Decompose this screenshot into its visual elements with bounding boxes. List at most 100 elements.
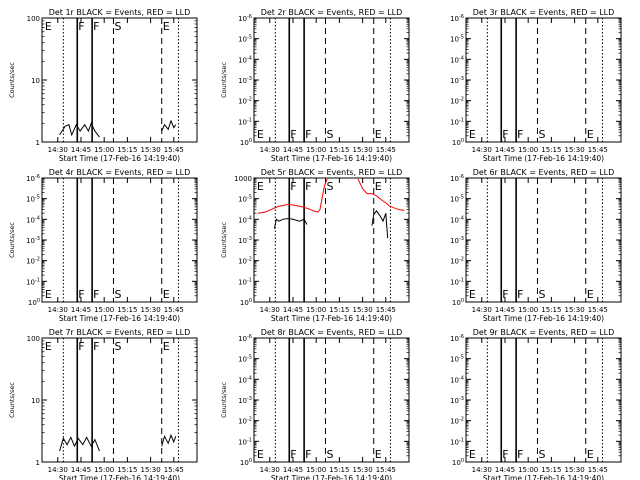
x-tick-label: 15:15 (541, 306, 561, 314)
y-tick-label: 10-4 (450, 375, 464, 384)
panel-det-9: Det 9r BLACK = Events, RED = LLD 100 10-1 1… (450, 328, 622, 480)
plot-frame (253, 17, 410, 143)
panel-title: Det 7r BLACK = Events, RED = LLD (49, 328, 191, 337)
x-tick-label: 15:15 (117, 466, 137, 474)
x-tick-label: 15:30 (352, 306, 372, 314)
y-axis-label: Counts/sec (220, 62, 228, 98)
panel-det-1: Det 1r BLACK = Events, RED = LLD 1 10 100 14… (8, 8, 198, 163)
event-marker-e: E (587, 128, 594, 141)
y-tick-label: 100 (452, 458, 464, 467)
x-tick-label: 14:30 (48, 146, 68, 154)
y-tick-label: 10-1 (450, 277, 464, 286)
event-marker-e: E (45, 20, 52, 33)
event-marker-f: F (502, 448, 508, 461)
y-tick-label: 100 (452, 298, 464, 307)
x-tick-label: 15:30 (564, 306, 584, 314)
x-tick-label: 14:30 (260, 146, 280, 154)
event-marker-e: E (163, 288, 170, 301)
y-tick-label: 10-1 (450, 437, 464, 446)
x-tick-label: 15:00 (518, 466, 538, 474)
event-marker-s: S (326, 448, 333, 461)
event-marker-s: S (538, 288, 545, 301)
x-tick-label: 14:30 (48, 306, 68, 314)
y-tick-label: 1 (36, 459, 40, 467)
series-line-lld (357, 178, 405, 211)
y-tick-label: 10-5 (450, 195, 464, 204)
event-marker-f: F (290, 180, 296, 193)
x-tick-label: 14:45 (71, 306, 91, 314)
event-marker-s: S (538, 128, 545, 141)
event-marker-f: F (93, 340, 99, 353)
panel-det-2: Det 2r BLACK = Events, RED = LLD 100 10-1 1… (220, 8, 410, 163)
y-axis-label: Counts/sec (8, 222, 16, 258)
y-tick-label: 10-4 (238, 55, 252, 64)
x-tick-label: 14:45 (283, 146, 303, 154)
x-axis-label: Start Time (17-Feb-16 14:19:40) (271, 474, 392, 480)
x-axis-label: Start Time (17-Feb-16 14:19:40) (271, 154, 392, 163)
event-marker-f: F (78, 20, 84, 33)
event-marker-e: E (163, 20, 170, 33)
y-tick-label: 10-5 (238, 195, 252, 204)
x-tick-label: 15:15 (117, 146, 137, 154)
y-tick-label: 100 (240, 298, 252, 307)
event-marker-f: F (93, 288, 99, 301)
event-marker-s: S (538, 448, 545, 461)
event-marker-e: E (469, 288, 476, 301)
event-marker-f: F (305, 180, 311, 193)
y-tick-label: 1000 (234, 175, 252, 183)
y-axis-label: Counts/sec (220, 222, 228, 258)
x-tick-label: 15:45 (376, 466, 396, 474)
y-tick-label: 10-3 (26, 236, 40, 245)
y-tick-label: 10-3 (238, 236, 252, 245)
y-tick-label: 10-4 (238, 375, 252, 384)
event-marker-e: E (257, 448, 264, 461)
event-marker-e: E (45, 340, 52, 353)
plot-frame (41, 337, 198, 463)
x-tick-label: 15:00 (518, 306, 538, 314)
series-line-events (59, 436, 100, 452)
y-tick-label: 100 (240, 458, 252, 467)
x-tick-label: 15:00 (306, 306, 326, 314)
x-tick-label: 14:30 (260, 466, 280, 474)
event-marker-e: E (163, 340, 170, 353)
x-axis-label: Start Time (17-Feb-16 14:19:40) (271, 314, 392, 323)
panel-title: Det 1r BLACK = Events, RED = LLD (49, 8, 191, 17)
x-tick-label: 15:00 (94, 146, 114, 154)
event-marker-s: S (326, 180, 333, 193)
y-tick-label: 10-4 (450, 215, 464, 224)
x-tick-label: 14:45 (283, 466, 303, 474)
x-tick-label: 14:45 (283, 306, 303, 314)
event-marker-s: S (114, 340, 121, 353)
y-tick-label: 10-3 (450, 76, 464, 85)
y-tick-label: 10-2 (26, 257, 40, 266)
plot-frame (465, 17, 622, 143)
plot-frame (41, 177, 198, 303)
y-tick-label: 100 (240, 138, 252, 147)
y-axis-label: Counts/sec (8, 382, 16, 418)
x-tick-label: 15:30 (564, 466, 584, 474)
panel-det-3: Det 3r BLACK = Events, RED = LLD 100 10-1 1… (450, 8, 622, 163)
y-tick-label: 10-4 (238, 215, 252, 224)
x-tick-label: 15:00 (94, 306, 114, 314)
event-marker-s: S (326, 128, 333, 141)
y-tick-label: 10-1 (238, 117, 252, 126)
x-tick-label: 15:15 (117, 306, 137, 314)
plot-frame (465, 337, 622, 463)
x-tick-label: 15:15 (329, 306, 349, 314)
x-tick-label: 14:45 (495, 306, 515, 314)
event-marker-f: F (517, 128, 523, 141)
plot-frame (41, 17, 198, 143)
panel-det-8: Det 8r BLACK = Events, RED = LLD 100 10-1 1… (220, 328, 410, 480)
x-tick-label: 14:30 (260, 306, 280, 314)
event-marker-e: E (469, 128, 476, 141)
panel-det-6: Det 6r BLACK = Events, RED = LLD 100 10-1 1… (450, 168, 622, 323)
y-tick-label: 10-3 (450, 236, 464, 245)
y-tick-label: 10-5 (26, 195, 40, 204)
y-tick-label: 10-2 (238, 417, 252, 426)
y-axis-label: Counts/sec (8, 62, 16, 98)
x-tick-label: 15:00 (94, 466, 114, 474)
y-tick-label: 100 (27, 335, 40, 343)
event-marker-e: E (257, 180, 264, 193)
y-tick-label: 10-3 (450, 396, 464, 405)
